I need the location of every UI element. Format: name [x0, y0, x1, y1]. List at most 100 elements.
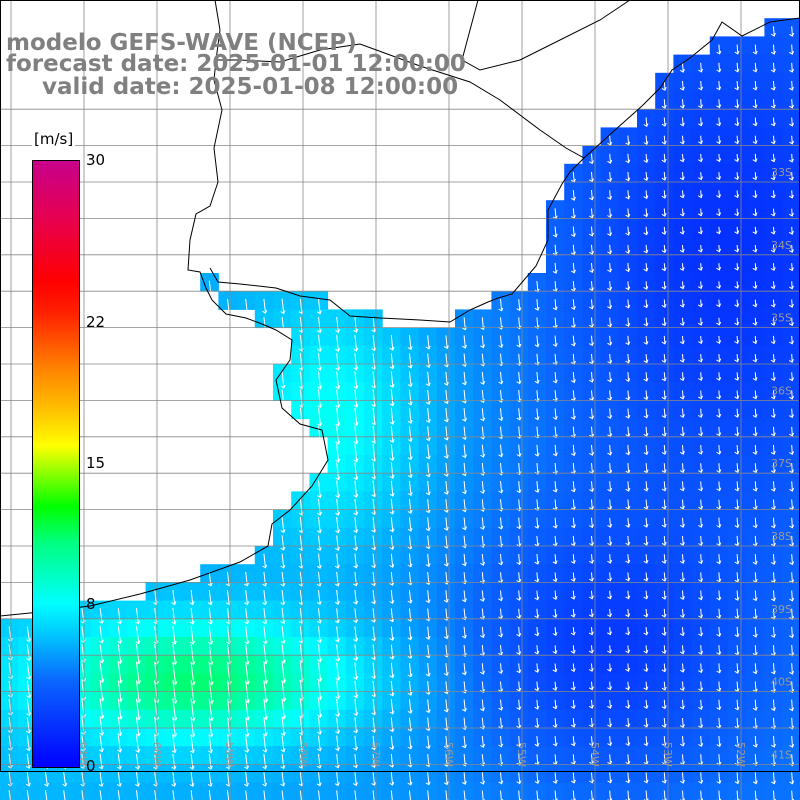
wind-arrow — [390, 680, 394, 696]
wind-arrow — [682, 572, 684, 582]
wind-arrow — [518, 699, 521, 710]
wind-arrow — [390, 590, 394, 604]
wind-arrowhead — [425, 635, 431, 640]
wind-arrow — [518, 626, 520, 637]
wind-arrow — [463, 553, 466, 566]
wind-arrowhead — [679, 158, 685, 163]
wind-arrow — [263, 626, 267, 644]
wind-arrow — [736, 608, 739, 619]
wind-arrowhead — [752, 303, 758, 308]
wind-arrowhead — [643, 396, 649, 401]
wind-arrowhead — [443, 781, 449, 786]
wind-arrowhead — [679, 377, 685, 382]
wind-arrowhead — [280, 328, 286, 333]
wind-arrow — [409, 662, 412, 677]
wind-arrowhead — [698, 377, 703, 382]
wind-arrowhead — [716, 761, 722, 766]
wind-arrowhead — [534, 416, 540, 421]
longitude-labels: 61W 60W 59W 58W 57W 56W 55W 54W 53W 52W — [77, 742, 747, 767]
wind-arrowhead — [570, 705, 576, 710]
wind-arrow — [481, 535, 484, 548]
wind-arrow — [682, 354, 684, 363]
wind-arrow — [390, 517, 394, 532]
wind-arrowhead — [789, 670, 795, 675]
wind-arrow — [536, 317, 539, 329]
wind-arrowhead — [789, 616, 795, 620]
wind-arrow — [190, 608, 194, 624]
wind-arrowhead — [607, 177, 613, 182]
wind-arrow — [518, 608, 521, 619]
wind-arrow — [645, 627, 648, 635]
wind-arrow — [591, 663, 593, 672]
wind-arrowhead — [498, 670, 504, 675]
wind-arrowhead — [480, 490, 486, 494]
wind-arrow — [372, 535, 376, 550]
wind-arrowhead — [443, 526, 449, 531]
wind-arrow — [518, 499, 521, 511]
wind-arrow — [572, 754, 575, 765]
wind-arrowhead — [589, 742, 594, 747]
wind-arrow — [409, 517, 412, 532]
wind-arrow — [609, 372, 611, 382]
lon-label: 56W — [442, 742, 455, 767]
wind-arrow — [99, 626, 103, 643]
wind-arrow — [754, 117, 757, 126]
wind-arrowhead — [716, 524, 722, 529]
wind-arrowhead — [734, 122, 740, 127]
wind-arrow — [609, 335, 611, 346]
wind-arrow — [336, 498, 339, 516]
wind-arrow — [773, 299, 775, 307]
wind-arrow — [682, 426, 684, 436]
wind-arrow — [627, 171, 630, 181]
wind-arrow — [718, 153, 720, 162]
wind-arrowhead — [316, 764, 322, 769]
wind-arrowhead — [788, 267, 794, 272]
wind-arrowhead — [335, 476, 341, 481]
wind-arrow — [117, 680, 122, 702]
wind-arrow — [591, 244, 593, 255]
wind-arrow — [445, 663, 448, 676]
wind-arrow — [791, 190, 793, 198]
wind-arrowhead — [734, 266, 740, 271]
wind-arrow — [536, 335, 539, 347]
wind-arrow — [463, 590, 466, 602]
wind-arrow — [754, 444, 757, 455]
wind-arrow — [500, 517, 502, 529]
wind-arrow — [245, 716, 249, 737]
wind-arrow — [26, 699, 30, 716]
wind-arrow — [572, 572, 575, 582]
wind-arrowhead — [679, 176, 685, 181]
wind-arrowhead — [734, 560, 740, 565]
wind-arrowhead — [552, 578, 558, 583]
wind-arrowhead — [425, 419, 431, 424]
wind-arrow — [336, 662, 340, 681]
wind-arrow — [445, 353, 448, 367]
wind-arrowhead — [480, 453, 486, 458]
wind-arrow — [445, 389, 448, 404]
wind-arrowhead — [788, 212, 794, 217]
wind-arrow — [754, 317, 757, 326]
wind-arrowhead — [752, 469, 758, 474]
wind-arrowhead — [353, 493, 359, 498]
wind-arrow — [736, 335, 739, 344]
wind-arrow — [481, 717, 484, 729]
wind-arrowhead — [171, 765, 177, 770]
wind-arrow — [791, 390, 793, 400]
wind-arrowhead — [99, 659, 105, 664]
wind-arrowhead — [607, 250, 613, 255]
wind-arrowhead — [353, 564, 359, 569]
wind-arrow — [318, 371, 321, 389]
wind-arrowhead — [661, 686, 667, 691]
wind-arrow — [591, 390, 593, 401]
wind-arrow — [427, 335, 430, 349]
wind-arrow — [773, 699, 775, 711]
wind-arrowhead — [117, 640, 123, 644]
wind-arrowhead — [407, 419, 413, 424]
wind-arrowhead — [262, 564, 268, 569]
wind-arrowhead — [389, 492, 395, 497]
wind-arrow — [154, 790, 157, 800]
wind-arrow — [299, 790, 302, 800]
wind-arrow — [190, 772, 194, 787]
wind-arrow — [136, 644, 140, 664]
wind-arrowhead — [461, 562, 467, 567]
